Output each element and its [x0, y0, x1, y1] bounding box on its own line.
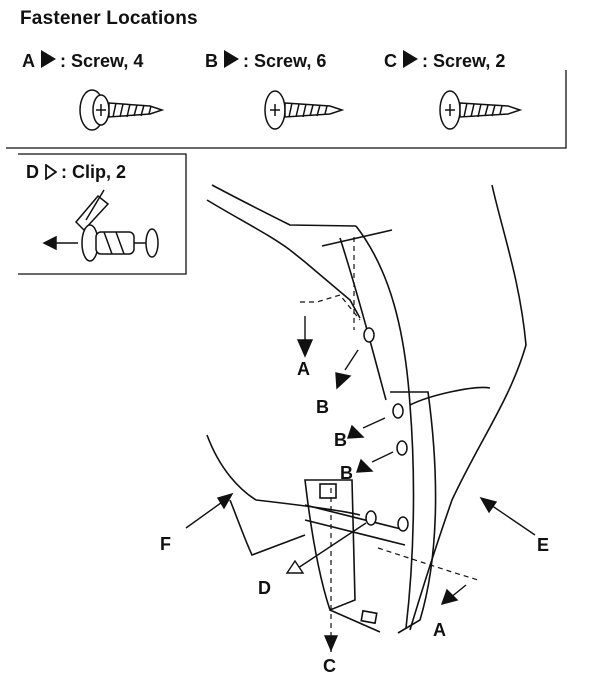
solid-arrow-icon [403, 50, 418, 68]
clip-d-icon [42, 189, 159, 262]
callout-a-upper: A [297, 359, 310, 379]
bumper-outline [206, 184, 527, 634]
callout-f: F [160, 534, 171, 554]
legend-box-top [6, 70, 567, 149]
fastener-d-label: D: Clip, 2 [26, 162, 127, 182]
leader-arrows [185, 316, 536, 652]
callout-b-2: B [334, 430, 347, 450]
legend-box-clip [18, 153, 187, 275]
fastener-a-label: A: Screw, 4 [22, 50, 144, 71]
fastener-c-label: C: Screw, 2 [384, 50, 506, 71]
solid-arrow-icon [224, 50, 239, 68]
screw-a-icon [79, 89, 165, 131]
screw-c-icon [439, 90, 523, 130]
screw-b-icon [264, 90, 345, 130]
callout-e: E [537, 535, 549, 555]
callout-d: D [258, 578, 271, 598]
callout-a-lower: A [433, 620, 446, 640]
mounting-holes [363, 327, 409, 532]
solid-arrow-icon [41, 50, 56, 68]
fastener-b-label: B: Screw, 6 [205, 50, 327, 71]
page-title: Fastener Locations [20, 8, 198, 29]
guide-lines [300, 237, 479, 640]
callout-b-3: B [340, 463, 353, 483]
callout-c: C [323, 656, 336, 676]
callout-b-1: B [316, 397, 329, 417]
open-arrow-icon [45, 164, 57, 180]
